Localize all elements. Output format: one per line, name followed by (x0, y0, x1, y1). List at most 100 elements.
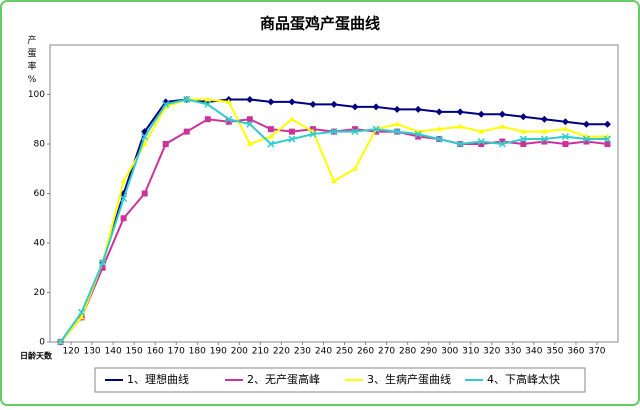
point (498, 140, 506, 148)
x-tick-label: 210 (252, 347, 269, 357)
point (520, 141, 527, 147)
point (309, 130, 317, 138)
point (99, 264, 106, 271)
point (540, 135, 548, 143)
legend-label: 3、生病产蛋曲线 (367, 372, 451, 386)
point (373, 128, 380, 135)
point (561, 118, 569, 126)
point (162, 100, 170, 108)
point (457, 123, 464, 129)
x-tick-label: 340 (525, 347, 542, 357)
point (519, 135, 527, 143)
point (204, 116, 211, 123)
point (204, 100, 212, 108)
point (267, 140, 275, 148)
y-tick-label: 80 (34, 140, 46, 150)
point (288, 128, 295, 135)
point (541, 128, 548, 134)
point (603, 135, 612, 143)
point (478, 128, 485, 134)
point (288, 135, 296, 143)
y-axis-label: 产蛋率% (27, 34, 36, 85)
point (330, 128, 338, 136)
y-tick-label: 100 (28, 90, 45, 100)
point (435, 135, 443, 143)
x-tick-label: 320 (483, 347, 500, 357)
point (582, 120, 590, 128)
point (246, 116, 253, 123)
x-tick-label: 140 (105, 347, 122, 357)
legend-label: 4、下高峰太快 (487, 372, 560, 386)
point (603, 120, 611, 128)
point (141, 133, 149, 141)
legend-label: 2、无产蛋高峰 (247, 372, 320, 386)
chart-title: 商品蛋鸡产蛋曲线 (260, 15, 380, 33)
point (331, 178, 337, 184)
point (540, 115, 548, 123)
point (541, 138, 548, 145)
x-tick-label: 150 (126, 347, 143, 357)
point (415, 133, 422, 140)
point (352, 165, 359, 171)
plot-area (49, 44, 619, 343)
point (351, 128, 359, 136)
y-tick-label: 40 (34, 239, 46, 249)
x-tick-label: 230 (294, 347, 311, 357)
point (246, 141, 253, 146)
point (162, 141, 169, 147)
point (204, 96, 211, 102)
point (330, 100, 338, 108)
point (267, 133, 274, 139)
x-tick-label: 240 (315, 347, 332, 357)
x-tick-label: 180 (189, 347, 206, 357)
point (183, 128, 190, 135)
x-tick-label: 130 (83, 347, 100, 357)
x-tick-label: 170 (168, 347, 185, 357)
point (499, 138, 506, 145)
x-tick-label: 160 (147, 347, 164, 357)
point (562, 126, 569, 132)
legend (94, 367, 586, 393)
point (435, 108, 443, 116)
point (288, 116, 295, 122)
x-tick-label: 330 (504, 347, 521, 357)
x-tick-label: 190 (210, 347, 227, 357)
point (520, 128, 527, 134)
x-tick-label: 280 (399, 347, 416, 357)
point (288, 98, 296, 106)
y-tick-label: 0 (39, 338, 45, 348)
point (393, 128, 401, 136)
point (372, 125, 380, 133)
x-tick-label: 250 (336, 347, 353, 357)
point (582, 135, 590, 143)
point (78, 314, 85, 320)
point (456, 140, 464, 148)
point (351, 103, 359, 111)
y-tick-label: 20 (34, 288, 46, 298)
x-tick-label: 270 (378, 347, 395, 357)
point (499, 123, 506, 129)
point (372, 103, 380, 111)
point (456, 108, 464, 116)
point (561, 133, 569, 141)
x-axis-label: 日龄天数 (20, 351, 53, 361)
point (225, 118, 232, 125)
x-tick-label: 220 (273, 347, 290, 357)
point (267, 98, 275, 106)
point (352, 126, 359, 133)
point (436, 126, 443, 132)
point (246, 120, 254, 128)
point (56, 338, 65, 346)
x-tick-label: 310 (462, 347, 479, 357)
y-tick-label: 60 (34, 189, 46, 199)
point (519, 113, 527, 121)
point (141, 141, 148, 146)
x-tick-label: 260 (357, 347, 374, 357)
x-tick-label: 300 (441, 347, 458, 357)
x-tick-label: 370 (588, 347, 605, 357)
x-tick-label: 120 (62, 347, 79, 357)
point (393, 105, 401, 113)
point (309, 100, 317, 108)
point (477, 137, 485, 146)
